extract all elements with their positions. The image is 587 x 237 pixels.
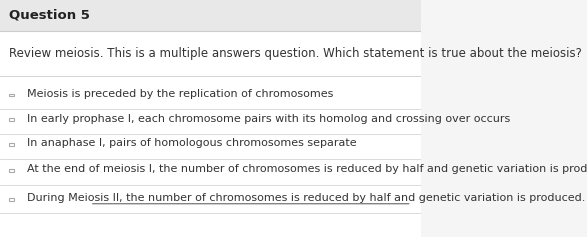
- Text: In early prophase I, each chromosome pairs with its homolog and crossing over oc: In early prophase I, each chromosome pai…: [28, 114, 511, 123]
- Text: Meiosis is preceded by the replication of chromosomes: Meiosis is preceded by the replication o…: [28, 89, 334, 99]
- Bar: [9, 198, 14, 201]
- Bar: [9, 143, 14, 146]
- Text: Review meiosis. This is a multiple answers question. Which statement is true abo: Review meiosis. This is a multiple answe…: [9, 47, 582, 60]
- Text: At the end of meiosis I, the number of chromosomes is reduced by half and geneti: At the end of meiosis I, the number of c…: [28, 164, 587, 174]
- Text: In anaphase I, pairs of homologous chromosomes separate: In anaphase I, pairs of homologous chrom…: [28, 138, 357, 148]
- Text: During Meiosis II, the number of chromosomes is reduced by half and genetic vari: During Meiosis II, the number of chromos…: [28, 193, 586, 203]
- Bar: [9, 118, 14, 121]
- Text: Question 5: Question 5: [9, 9, 90, 22]
- FancyBboxPatch shape: [0, 0, 421, 31]
- Bar: [9, 169, 14, 172]
- Bar: [9, 94, 14, 96]
- FancyBboxPatch shape: [0, 31, 421, 237]
